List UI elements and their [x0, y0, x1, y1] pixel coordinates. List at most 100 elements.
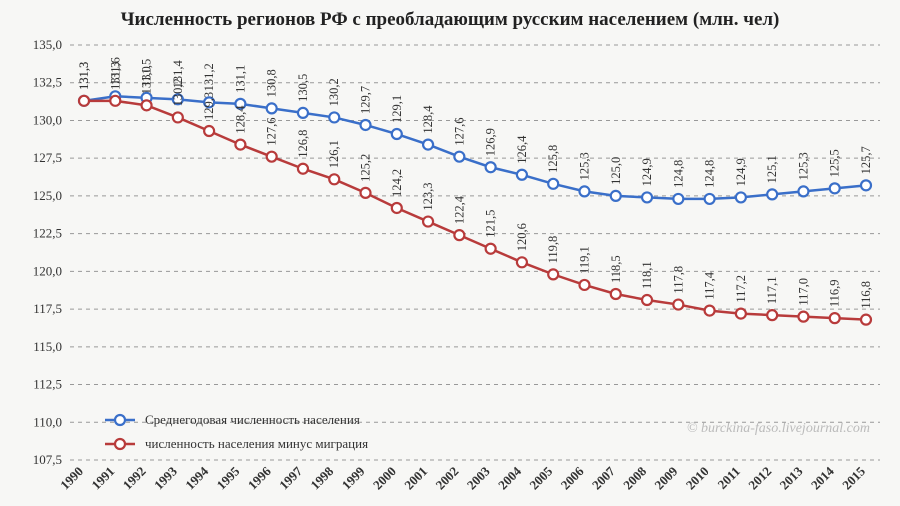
series-marker: [579, 186, 589, 196]
y-tick-label: 110,0: [33, 414, 62, 429]
data-label: 124,8: [671, 160, 685, 188]
series-marker: [611, 191, 621, 201]
y-tick-label: 132,5: [33, 75, 62, 90]
series-marker: [642, 192, 652, 202]
data-label: 118,5: [609, 255, 623, 283]
data-label: 130,8: [265, 69, 279, 97]
data-label: 125,3: [577, 152, 591, 180]
data-label: 119,8: [546, 236, 560, 264]
series-marker: [736, 309, 746, 319]
series-marker: [142, 100, 152, 110]
y-tick-label: 127,5: [33, 150, 62, 165]
series-marker: [767, 310, 777, 320]
data-label: 125,1: [765, 155, 779, 183]
series-marker: [423, 217, 433, 227]
series-marker: [798, 312, 808, 322]
data-label: 121,5: [484, 210, 498, 238]
series-marker: [329, 174, 339, 184]
data-label: 126,8: [296, 130, 310, 158]
data-label: 117,1: [765, 276, 779, 304]
watermark: © burckina-faso.livejournal.com: [687, 421, 870, 436]
data-label: 126,9: [484, 128, 498, 156]
series-marker: [329, 112, 339, 122]
data-label: 126,4: [515, 135, 529, 164]
series-marker: [204, 126, 214, 136]
series-marker: [705, 194, 715, 204]
series-marker: [611, 289, 621, 299]
series-marker: [830, 183, 840, 193]
data-label: 120,6: [515, 223, 529, 251]
series-marker: [173, 112, 183, 122]
data-label: 125,0: [609, 157, 623, 185]
legend-marker: [115, 439, 125, 449]
data-label: 117,4: [703, 271, 717, 299]
data-label: 130,5: [296, 74, 310, 102]
series-marker: [861, 180, 871, 190]
data-label: 125,5: [828, 149, 842, 177]
data-label: 131,2: [202, 63, 216, 91]
series-marker: [454, 152, 464, 162]
y-tick-label: 130,0: [33, 112, 62, 127]
series-marker: [736, 192, 746, 202]
y-tick-label: 120,0: [33, 263, 62, 278]
data-label: 125,7: [859, 146, 873, 174]
data-label: 125,3: [796, 152, 810, 180]
series-marker: [517, 257, 527, 267]
data-label: 131,0: [140, 66, 154, 94]
data-label: 127,6: [452, 118, 466, 146]
series-marker: [642, 295, 652, 305]
series-marker: [548, 179, 558, 189]
series-marker: [579, 280, 589, 290]
y-tick-label: 112,5: [33, 377, 62, 392]
data-label: 118,1: [640, 261, 654, 289]
series-marker: [361, 188, 371, 198]
data-label: 116,9: [828, 279, 842, 307]
series-marker: [267, 152, 277, 162]
data-label: 117,2: [734, 275, 748, 303]
legend-label: численность населения минус миграция: [145, 436, 368, 451]
series-marker: [423, 140, 433, 150]
series-marker: [673, 300, 683, 310]
series-marker: [548, 269, 558, 279]
population-chart: 107,5110,0112,5115,0117,5120,0122,5125,0…: [0, 0, 900, 506]
series-marker: [392, 129, 402, 139]
series-marker: [392, 203, 402, 213]
data-label: 131,1: [233, 65, 247, 93]
data-label: 124,9: [640, 158, 654, 186]
data-label: 130,2: [171, 78, 185, 106]
series-marker: [861, 315, 871, 325]
data-label: 122,4: [452, 195, 466, 224]
series-marker: [486, 244, 496, 254]
data-label: 124,2: [390, 169, 404, 197]
series-marker: [767, 189, 777, 199]
data-label: 116,8: [859, 281, 873, 309]
y-tick-label: 117,5: [33, 301, 62, 316]
data-label: 125,2: [359, 154, 373, 182]
data-label: 131,3: [108, 62, 122, 90]
series-marker: [486, 162, 496, 172]
series-marker: [830, 313, 840, 323]
y-tick-label: 125,0: [33, 188, 62, 203]
series-marker: [267, 103, 277, 113]
data-label: 129,3: [202, 92, 216, 120]
legend-marker: [115, 415, 125, 425]
series-marker: [705, 306, 715, 316]
series-marker: [298, 164, 308, 174]
data-label: 128,4: [233, 105, 247, 134]
data-label: 130,2: [327, 78, 341, 106]
series-marker: [517, 170, 527, 180]
data-label: 123,3: [421, 182, 435, 210]
data-label: 129,7: [359, 86, 373, 114]
legend-label: Среднегодовая численность населения: [145, 412, 360, 427]
series-marker: [110, 96, 120, 106]
data-label: 129,1: [390, 95, 404, 123]
data-label: 128,4: [421, 105, 435, 134]
series-marker: [235, 140, 245, 150]
data-label: 131,3: [77, 62, 91, 90]
series-marker: [361, 120, 371, 130]
data-label: 117,0: [796, 278, 810, 306]
data-label: 119,1: [577, 246, 591, 274]
series-marker: [798, 186, 808, 196]
data-label: 124,8: [703, 160, 717, 188]
data-label: 117,8: [671, 266, 685, 294]
